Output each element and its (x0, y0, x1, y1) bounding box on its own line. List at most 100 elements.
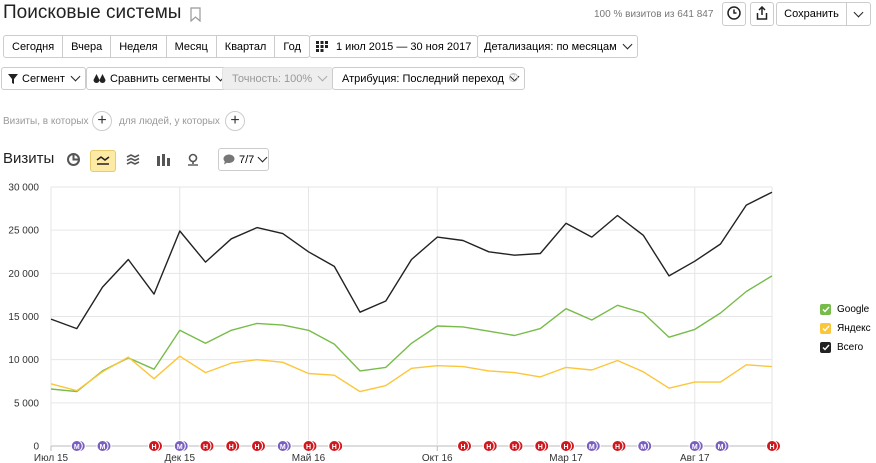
checkbox-checked-icon (820, 323, 831, 334)
annotation-marker (585, 440, 598, 452)
annotation-marker (508, 440, 521, 452)
chart-grid (50, 186, 773, 447)
annotation-label: H (460, 444, 465, 451)
accuracy-label: Точность: 100% (232, 72, 313, 85)
annotation-label: M (280, 444, 286, 451)
annotation-label: H (615, 444, 620, 451)
pie-chart-icon (66, 153, 80, 169)
annotation-marker (302, 440, 315, 452)
annotation-label: H (563, 444, 568, 451)
annotation-marker (251, 440, 263, 452)
chevron-down-icon (622, 39, 633, 50)
add-visits-condition-button[interactable]: + (92, 111, 112, 131)
chart-legend: Google Яндекс Всего (820, 300, 871, 357)
period-quarter[interactable]: Квартал (216, 35, 276, 58)
annotation-marker (276, 440, 289, 452)
bar-chart-view-button[interactable] (150, 150, 176, 172)
attribution-label: Атрибуция: Последний переход (342, 72, 504, 85)
annotation-marker (148, 440, 160, 452)
annotation-marker (714, 440, 727, 452)
history-button[interactable] (722, 2, 746, 26)
period-month[interactable]: Месяц (166, 35, 217, 58)
annotation-label: H (306, 444, 311, 451)
compare-segments-button[interactable]: Сравнить сегменты (86, 67, 232, 90)
x-tick-label: Июл 15 (34, 453, 69, 463)
annotation-label: H (486, 444, 491, 451)
line-chart-icon (96, 154, 110, 168)
map-view-button[interactable] (180, 150, 206, 172)
annotation-marker (173, 440, 186, 452)
x-tick-label: Авг 17 (680, 453, 710, 463)
compare-label: Сравнить сегменты (110, 72, 211, 85)
page-title: Поисковые системы (3, 2, 202, 24)
annotation-marker (766, 440, 778, 452)
detail-label: Детализация: по месяцам (484, 40, 617, 53)
help-icon[interactable]: ? (509, 73, 518, 82)
period-year[interactable]: Год (275, 35, 310, 58)
period-week[interactable]: Неделя (111, 35, 167, 58)
add-people-condition-button[interactable]: + (225, 111, 245, 131)
save-options-button[interactable] (846, 2, 871, 26)
plus-icon: + (97, 112, 107, 129)
comments-button[interactable]: 7/7 (218, 148, 269, 171)
area-chart-icon (126, 154, 140, 168)
detail-select[interactable]: Детализация: по месяцам (477, 35, 638, 58)
date-range-button[interactable]: 1 июл 2015 — 30 ноя 2017 (309, 35, 479, 58)
legend-item-google[interactable]: Google (820, 300, 871, 319)
period-yesterday[interactable]: Вчера (63, 35, 112, 58)
pie-chart-view-button[interactable] (60, 150, 86, 172)
comment-icon (223, 154, 235, 165)
annotation-label: M (692, 444, 698, 451)
annotation-label: M (74, 444, 80, 451)
export-button[interactable] (750, 2, 774, 26)
line-chart-view-button[interactable] (90, 150, 116, 172)
legend-label: Яндекс (837, 323, 871, 334)
annotation-label: H (769, 444, 774, 451)
annotation-label: H (254, 444, 259, 451)
series-line (50, 275, 773, 393)
annotation-label: H (538, 444, 543, 451)
map-pin-icon (187, 153, 199, 169)
filter-icon (8, 73, 18, 84)
visits-line-chart: 30 000 25 000 20 000 15 000 10 000 5 000 0 Июл… (8, 183, 781, 463)
people-filter-label: для людей, у которых (119, 116, 220, 127)
drops-icon (93, 73, 106, 84)
date-range-label: 1 июл 2015 — 30 ноя 2017 (336, 40, 472, 53)
annotation-marker (482, 440, 495, 452)
visits-filter-label: Визиты, в которых (3, 116, 89, 127)
x-tick-label: Мар 17 (549, 453, 583, 463)
annotation-marker (457, 440, 469, 452)
legend-item-yandex[interactable]: Яндекс (820, 319, 871, 338)
chevron-down-icon (70, 71, 81, 82)
annotation-label: M (177, 444, 183, 451)
annotation-label: M (589, 444, 595, 451)
period-today[interactable]: Сегодня (3, 35, 64, 58)
annotation-label: H (229, 444, 234, 451)
legend-label: Всего (837, 342, 864, 353)
annotation-marker (560, 440, 572, 452)
annotation-label: M (640, 444, 646, 451)
annotation-marker (96, 440, 109, 452)
y-tick-label: 20 000 (8, 269, 39, 280)
x-axis: Июл 15 Дек 15 Май 16 Окт 16 Мар 17 Авг 17 (34, 446, 710, 463)
annotation-marker (611, 440, 624, 452)
bar-chart-icon (156, 153, 170, 169)
y-axis: 30 000 25 000 20 000 15 000 10 000 5 000 0 (8, 183, 39, 453)
y-tick-label: 10 000 (8, 355, 39, 366)
accuracy-select[interactable]: Точность: 100% (222, 67, 334, 90)
segment-button[interactable]: Сегмент (1, 67, 86, 90)
annotation-marker (225, 440, 238, 452)
legend-item-total[interactable]: Всего (820, 338, 871, 357)
save-button[interactable]: Сохранить (776, 2, 847, 26)
annotation-label: H (151, 444, 156, 451)
annotation-label: H (203, 444, 208, 451)
bookmark-icon[interactable] (190, 6, 202, 22)
share-icon (756, 5, 768, 23)
annotation-marker (70, 440, 83, 452)
attribution-select[interactable]: Атрибуция: Последний переход (332, 67, 525, 90)
area-chart-view-button[interactable] (120, 150, 146, 172)
annotation-marker (199, 440, 212, 452)
legend-label: Google (837, 304, 870, 315)
comments-count: 7/7 (239, 153, 255, 166)
x-tick-label: Май 16 (292, 453, 326, 463)
